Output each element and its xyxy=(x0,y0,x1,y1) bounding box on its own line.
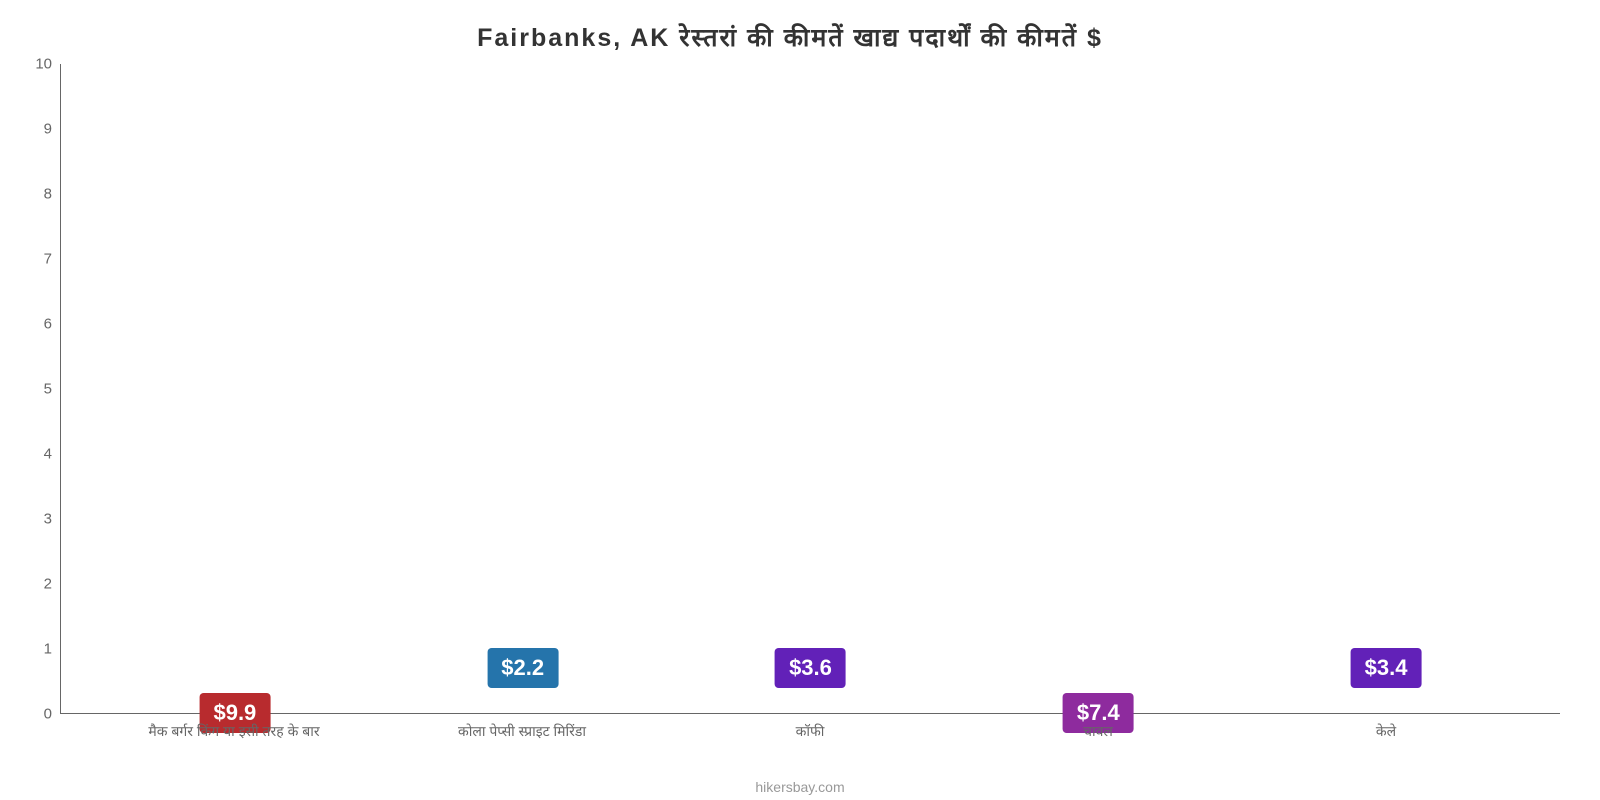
bars-wrapper: $9.9 $2.2 $3.6 $7.4 $3.4 xyxy=(61,64,1560,713)
x-axis-labels: मैक बर्गर किंग या इसी तरह के बार कोला पे… xyxy=(60,714,1560,754)
x-label-0: मैक बर्गर किंग या इसी तरह के बार xyxy=(108,714,360,754)
chart-container: 10 9 8 7 6 5 4 3 2 1 0 $9.9 $2.2 $3.6 xyxy=(20,64,1560,754)
y-tick-0: 0 xyxy=(44,706,52,723)
y-axis: 10 9 8 7 6 5 4 3 2 1 0 xyxy=(20,64,60,754)
x-label-3: चावल xyxy=(972,714,1224,754)
bar-value-4: $3.4 xyxy=(1351,648,1422,688)
y-tick-9: 9 xyxy=(44,121,52,138)
y-tick-2: 2 xyxy=(44,576,52,593)
plot-area: $9.9 $2.2 $3.6 $7.4 $3.4 xyxy=(60,64,1560,714)
y-tick-7: 7 xyxy=(44,251,52,268)
y-tick-1: 1 xyxy=(44,641,52,658)
attribution-text: hikersbay.com xyxy=(755,779,844,795)
y-tick-6: 6 xyxy=(44,316,52,333)
x-label-2: कॉफी xyxy=(684,714,936,754)
chart-title: Fairbanks, AK रेस्तरां की कीमतें खाद्य प… xyxy=(20,20,1560,54)
bar-value-1: $2.2 xyxy=(487,648,558,688)
y-tick-5: 5 xyxy=(44,381,52,398)
x-label-4: केले xyxy=(1260,714,1512,754)
y-tick-10: 10 xyxy=(35,56,52,73)
y-tick-3: 3 xyxy=(44,511,52,528)
x-label-1: कोला पेप्सी स्प्राइट मिरिंडा xyxy=(396,714,648,754)
bar-value-2: $3.6 xyxy=(775,648,846,688)
y-tick-4: 4 xyxy=(44,446,52,463)
y-tick-8: 8 xyxy=(44,186,52,203)
